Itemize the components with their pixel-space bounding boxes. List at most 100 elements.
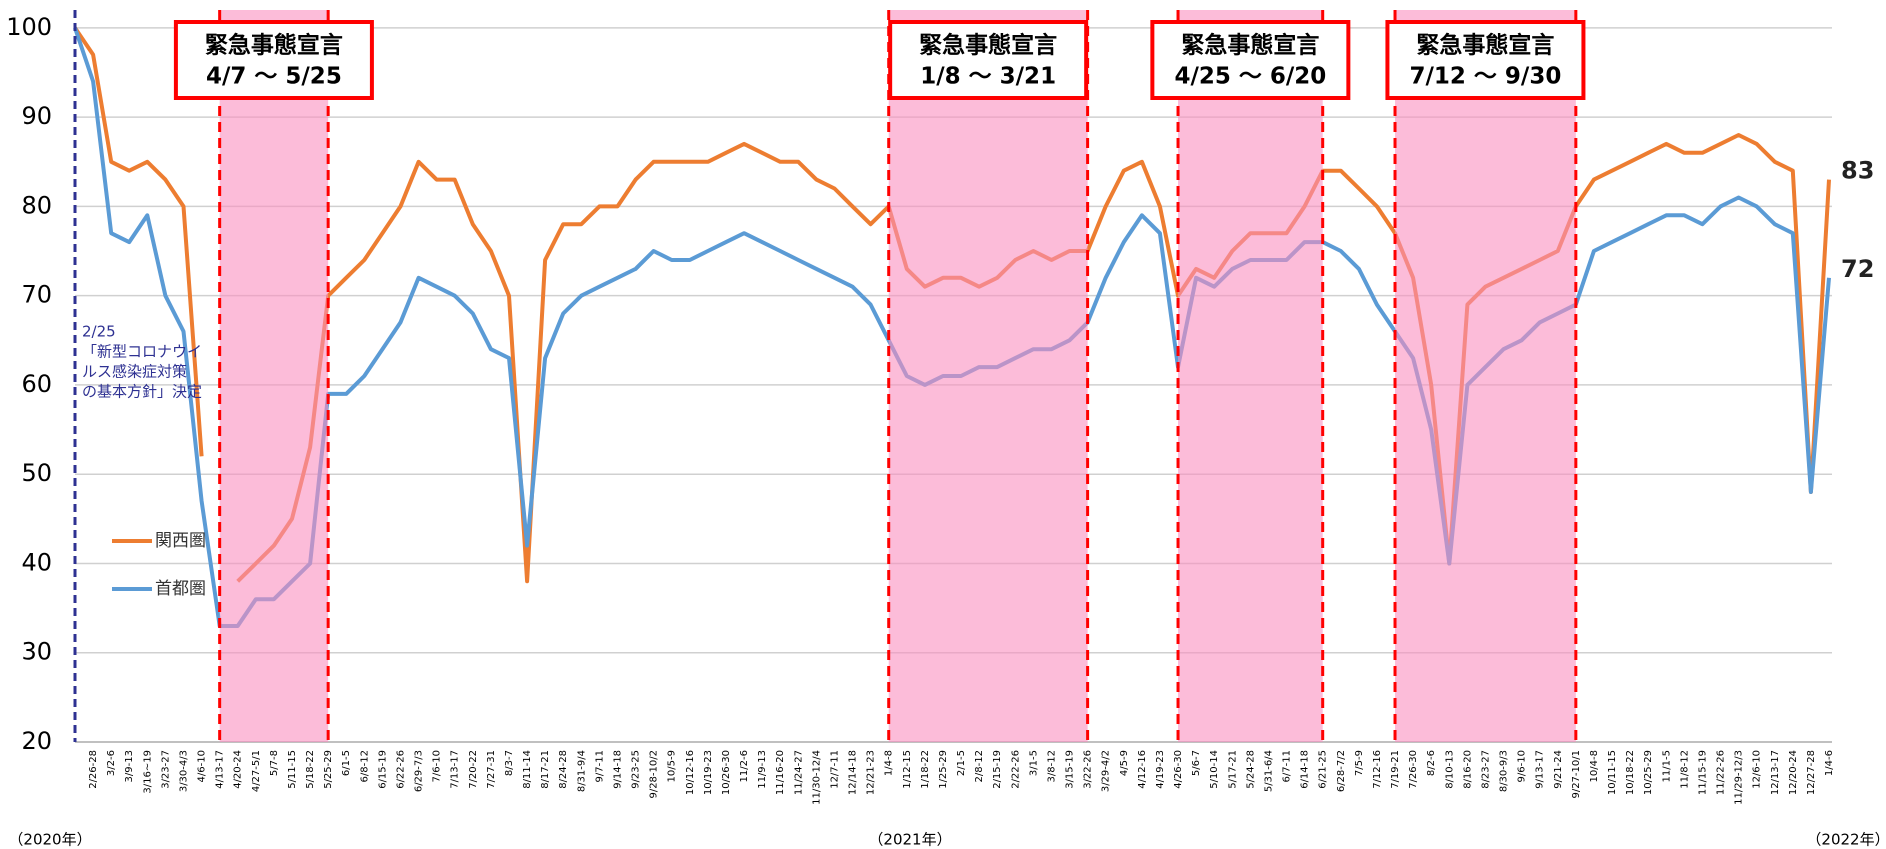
- emergency-title: 緊急事態宣言: [1181, 32, 1319, 59]
- x-tick-label: 6/28-7/2: [1336, 750, 1347, 792]
- x-tick-label: 12/14-18: [848, 750, 859, 795]
- x-tick-label: 6/29-7/3: [414, 750, 425, 792]
- y-tick-label: 100: [6, 13, 52, 41]
- end-label: 72: [1841, 255, 1874, 283]
- x-tick-label: 4/27-5/1: [251, 750, 262, 792]
- x-tick-label: 3/23-27: [160, 750, 171, 789]
- x-tick-label: 11/8-12: [1679, 750, 1690, 789]
- emergency-span: [888, 10, 1088, 742]
- x-tick-label: 1/4-8: [884, 750, 895, 776]
- x-tick-label: 7/13-17: [450, 750, 461, 789]
- x-tick-label: 9/6-10: [1517, 750, 1528, 782]
- emergency-span: [219, 10, 329, 742]
- x-tick-label: 1/18-22: [920, 750, 931, 789]
- x-tick-label: 7/27-31: [486, 750, 497, 789]
- emergency-box: [173, 20, 374, 100]
- x-tick-label: 7/6-10: [432, 750, 443, 782]
- x-tick-label: 10/5-9: [667, 750, 678, 782]
- emergency-period: 1/8 ～ 3/21: [920, 64, 1056, 90]
- x-tick-label: 7/20-22: [468, 750, 479, 789]
- emergency-period: 4/7 ～ 5/25: [206, 64, 342, 90]
- x-tick-label: 2/1-5: [956, 750, 967, 776]
- x-tick-label: 4/5-9: [1119, 750, 1130, 776]
- year-label: （2021年）: [868, 831, 951, 849]
- x-tick-label: 7/26-30: [1408, 750, 1419, 789]
- x-tick-label: 8/30-9/3: [1499, 750, 1510, 792]
- x-tick-label: 10/11-15: [1607, 750, 1618, 795]
- x-tick-label: 3/8-12: [1046, 750, 1057, 782]
- y-tick-label: 80: [21, 191, 52, 219]
- x-tick-label: 2/26-28: [88, 750, 99, 789]
- x-tick-label: 5/25-29: [323, 750, 334, 789]
- legend-label: 関西圏: [155, 531, 206, 551]
- x-tick-label: 8/17-21: [540, 750, 551, 789]
- x-tick-label: 12/7-11: [829, 750, 840, 789]
- x-tick-label: 7/19-21: [1390, 750, 1401, 789]
- x-tick-label: 6/8-12: [359, 750, 370, 782]
- x-tick-label: 1/25-29: [938, 750, 949, 789]
- x-tick-label: 4/13-17: [215, 750, 226, 789]
- x-tick-label: 6/14-18: [1300, 750, 1311, 789]
- x-tick-label: 8/16-20: [1462, 750, 1473, 789]
- x-tick-label: 8/2-6: [1426, 750, 1437, 776]
- x-tick-label: 2/15-19: [992, 750, 1003, 789]
- x-tick-label: 12/6-10: [1752, 750, 1763, 789]
- note-text: ルス感染症対策: [82, 363, 187, 381]
- emergency-title: 緊急事態宣言: [205, 32, 343, 59]
- y-tick-label: 30: [21, 638, 52, 666]
- x-tick-label: 3/9-13: [124, 750, 135, 782]
- x-tick-label: 8/23-27: [1480, 750, 1491, 789]
- emergency-title: 緊急事態宣言: [1416, 32, 1554, 59]
- legend-label: 首都圏: [155, 579, 206, 599]
- x-tick-label: 5/6-7: [1191, 750, 1202, 776]
- emergency-span: [1395, 10, 1576, 742]
- x-tick-label: 11/1-5: [1661, 750, 1672, 782]
- emergency-box: [888, 20, 1089, 100]
- x-tick-label: 4/19-23: [1155, 750, 1166, 789]
- x-tick-label: 9/21-24: [1553, 750, 1564, 789]
- note-text: の基本方針」決定: [82, 383, 202, 401]
- x-tick-label: 11/24-27: [793, 750, 804, 795]
- x-tick-label: 11/2-6: [739, 750, 750, 782]
- x-tick-label: 3/1-5: [1028, 750, 1039, 776]
- x-tick-label: 3/2-6: [106, 750, 117, 776]
- x-tick-label: 9/28-10/2: [649, 750, 660, 799]
- y-tick-label: 20: [21, 727, 52, 755]
- x-tick-label: 12/21-23: [866, 750, 877, 795]
- x-tick-label: 8/10-13: [1444, 750, 1455, 789]
- x-tick-label: 10/19-23: [703, 750, 714, 795]
- x-tick-label: 10/26-30: [721, 750, 732, 795]
- x-tick-label: 3/22-26: [1083, 750, 1094, 789]
- x-tick-label: 5/31-6/4: [1263, 750, 1274, 792]
- x-tick-label: 9/7-11: [594, 750, 605, 782]
- emergency-title: 緊急事態宣言: [919, 32, 1057, 59]
- x-tick-label: 4/6-10: [197, 750, 208, 782]
- y-tick-label: 70: [21, 281, 52, 309]
- x-tick-label: 4/26-30: [1173, 750, 1184, 789]
- x-tick-label: 10/12-16: [685, 750, 696, 795]
- y-tick-label: 50: [21, 459, 52, 487]
- x-tick-label: 8/31-9/4: [576, 750, 587, 792]
- x-tick-label: 3/15-19: [1065, 750, 1076, 789]
- emergency-span: [1178, 10, 1323, 742]
- x-tick-label: 4/12-16: [1137, 750, 1148, 789]
- year-label: （2022年）: [1806, 831, 1886, 849]
- emergency-period: 7/12 ～ 9/30: [1410, 64, 1562, 90]
- x-tick-label: 1/4-6: [1824, 750, 1835, 776]
- x-tick-label: 7/5-9: [1354, 750, 1365, 776]
- x-tick-label: 9/27-10/1: [1571, 750, 1582, 799]
- x-tick-label: 6/21-25: [1318, 750, 1329, 789]
- x-tick-label: 8/11-14: [522, 750, 533, 789]
- y-tick-label: 90: [21, 102, 52, 130]
- x-tick-label: 5/7-8: [269, 750, 280, 776]
- x-tick-label: 6/15-19: [377, 750, 388, 789]
- year-label: （2020年）: [8, 831, 91, 849]
- x-tick-label: 11/15-19: [1697, 750, 1708, 795]
- x-tick-label: 5/11-15: [287, 750, 298, 789]
- x-tick-label: 2/22-26: [1010, 750, 1021, 789]
- x-tick-label: 10/25-29: [1643, 750, 1654, 795]
- x-tick-label: 2/8-12: [974, 750, 985, 782]
- x-tick-label: 5/24-28: [1245, 750, 1256, 789]
- x-tick-label: 8/24-28: [558, 750, 569, 789]
